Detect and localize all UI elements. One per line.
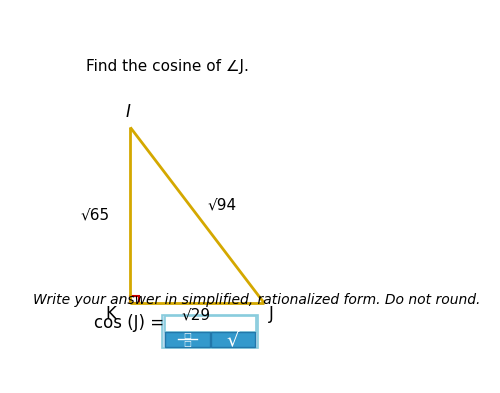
Text: K: K [106, 305, 117, 323]
Text: cos (J) =: cos (J) = [94, 314, 164, 332]
Text: □: □ [184, 331, 192, 340]
FancyBboxPatch shape [165, 332, 210, 347]
FancyBboxPatch shape [210, 332, 255, 347]
Bar [130, 296, 139, 303]
Text: Write your answer in simplified, rationalized form. Do not round.: Write your answer in simplified, rationa… [32, 293, 480, 307]
Text: √: √ [226, 330, 239, 349]
Text: J: J [270, 305, 274, 323]
FancyBboxPatch shape [162, 315, 258, 348]
Text: √94: √94 [208, 197, 237, 212]
Text: □: □ [184, 339, 192, 348]
Text: I: I [125, 103, 130, 121]
Text: √29: √29 [182, 307, 211, 322]
Text: Find the cosine of ∠J.: Find the cosine of ∠J. [86, 59, 248, 74]
Text: √65: √65 [81, 208, 110, 222]
FancyBboxPatch shape [165, 316, 256, 332]
